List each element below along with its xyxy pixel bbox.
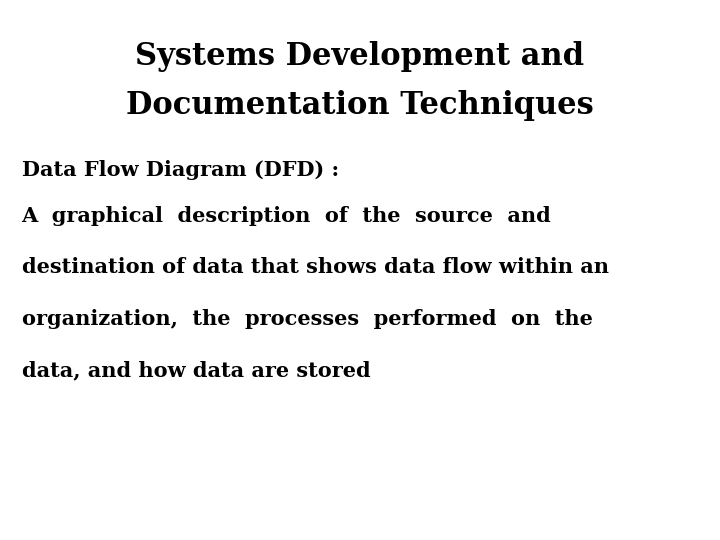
Text: A  graphical  description  of  the  source  and: A graphical description of the source an… bbox=[22, 206, 552, 226]
Text: organization,  the  processes  performed  on  the: organization, the processes performed on… bbox=[22, 308, 593, 329]
Text: Documentation Techniques: Documentation Techniques bbox=[126, 90, 594, 121]
Text: Systems Development and: Systems Development and bbox=[135, 41, 585, 72]
Text: destination of data that shows data flow within an: destination of data that shows data flow… bbox=[22, 257, 608, 278]
Text: Data Flow Diagram (DFD) :: Data Flow Diagram (DFD) : bbox=[22, 160, 338, 180]
Text: data, and how data are stored: data, and how data are stored bbox=[22, 360, 370, 380]
